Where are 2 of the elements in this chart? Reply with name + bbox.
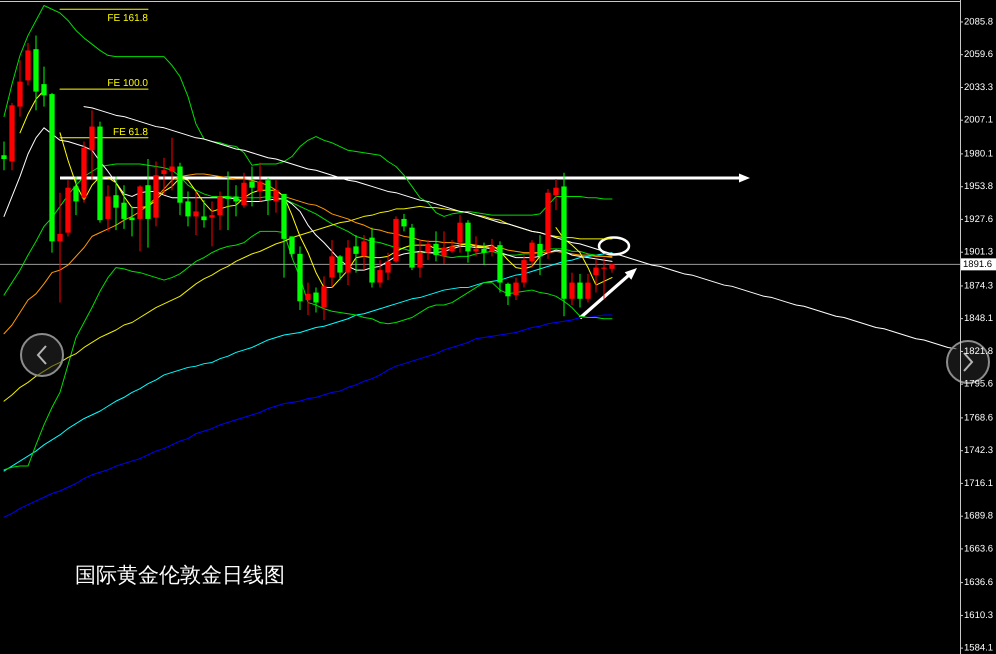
title: 国际黄金伦敦金日线图 (75, 564, 285, 587)
ref-line-label: 1891.6 (963, 258, 992, 270)
